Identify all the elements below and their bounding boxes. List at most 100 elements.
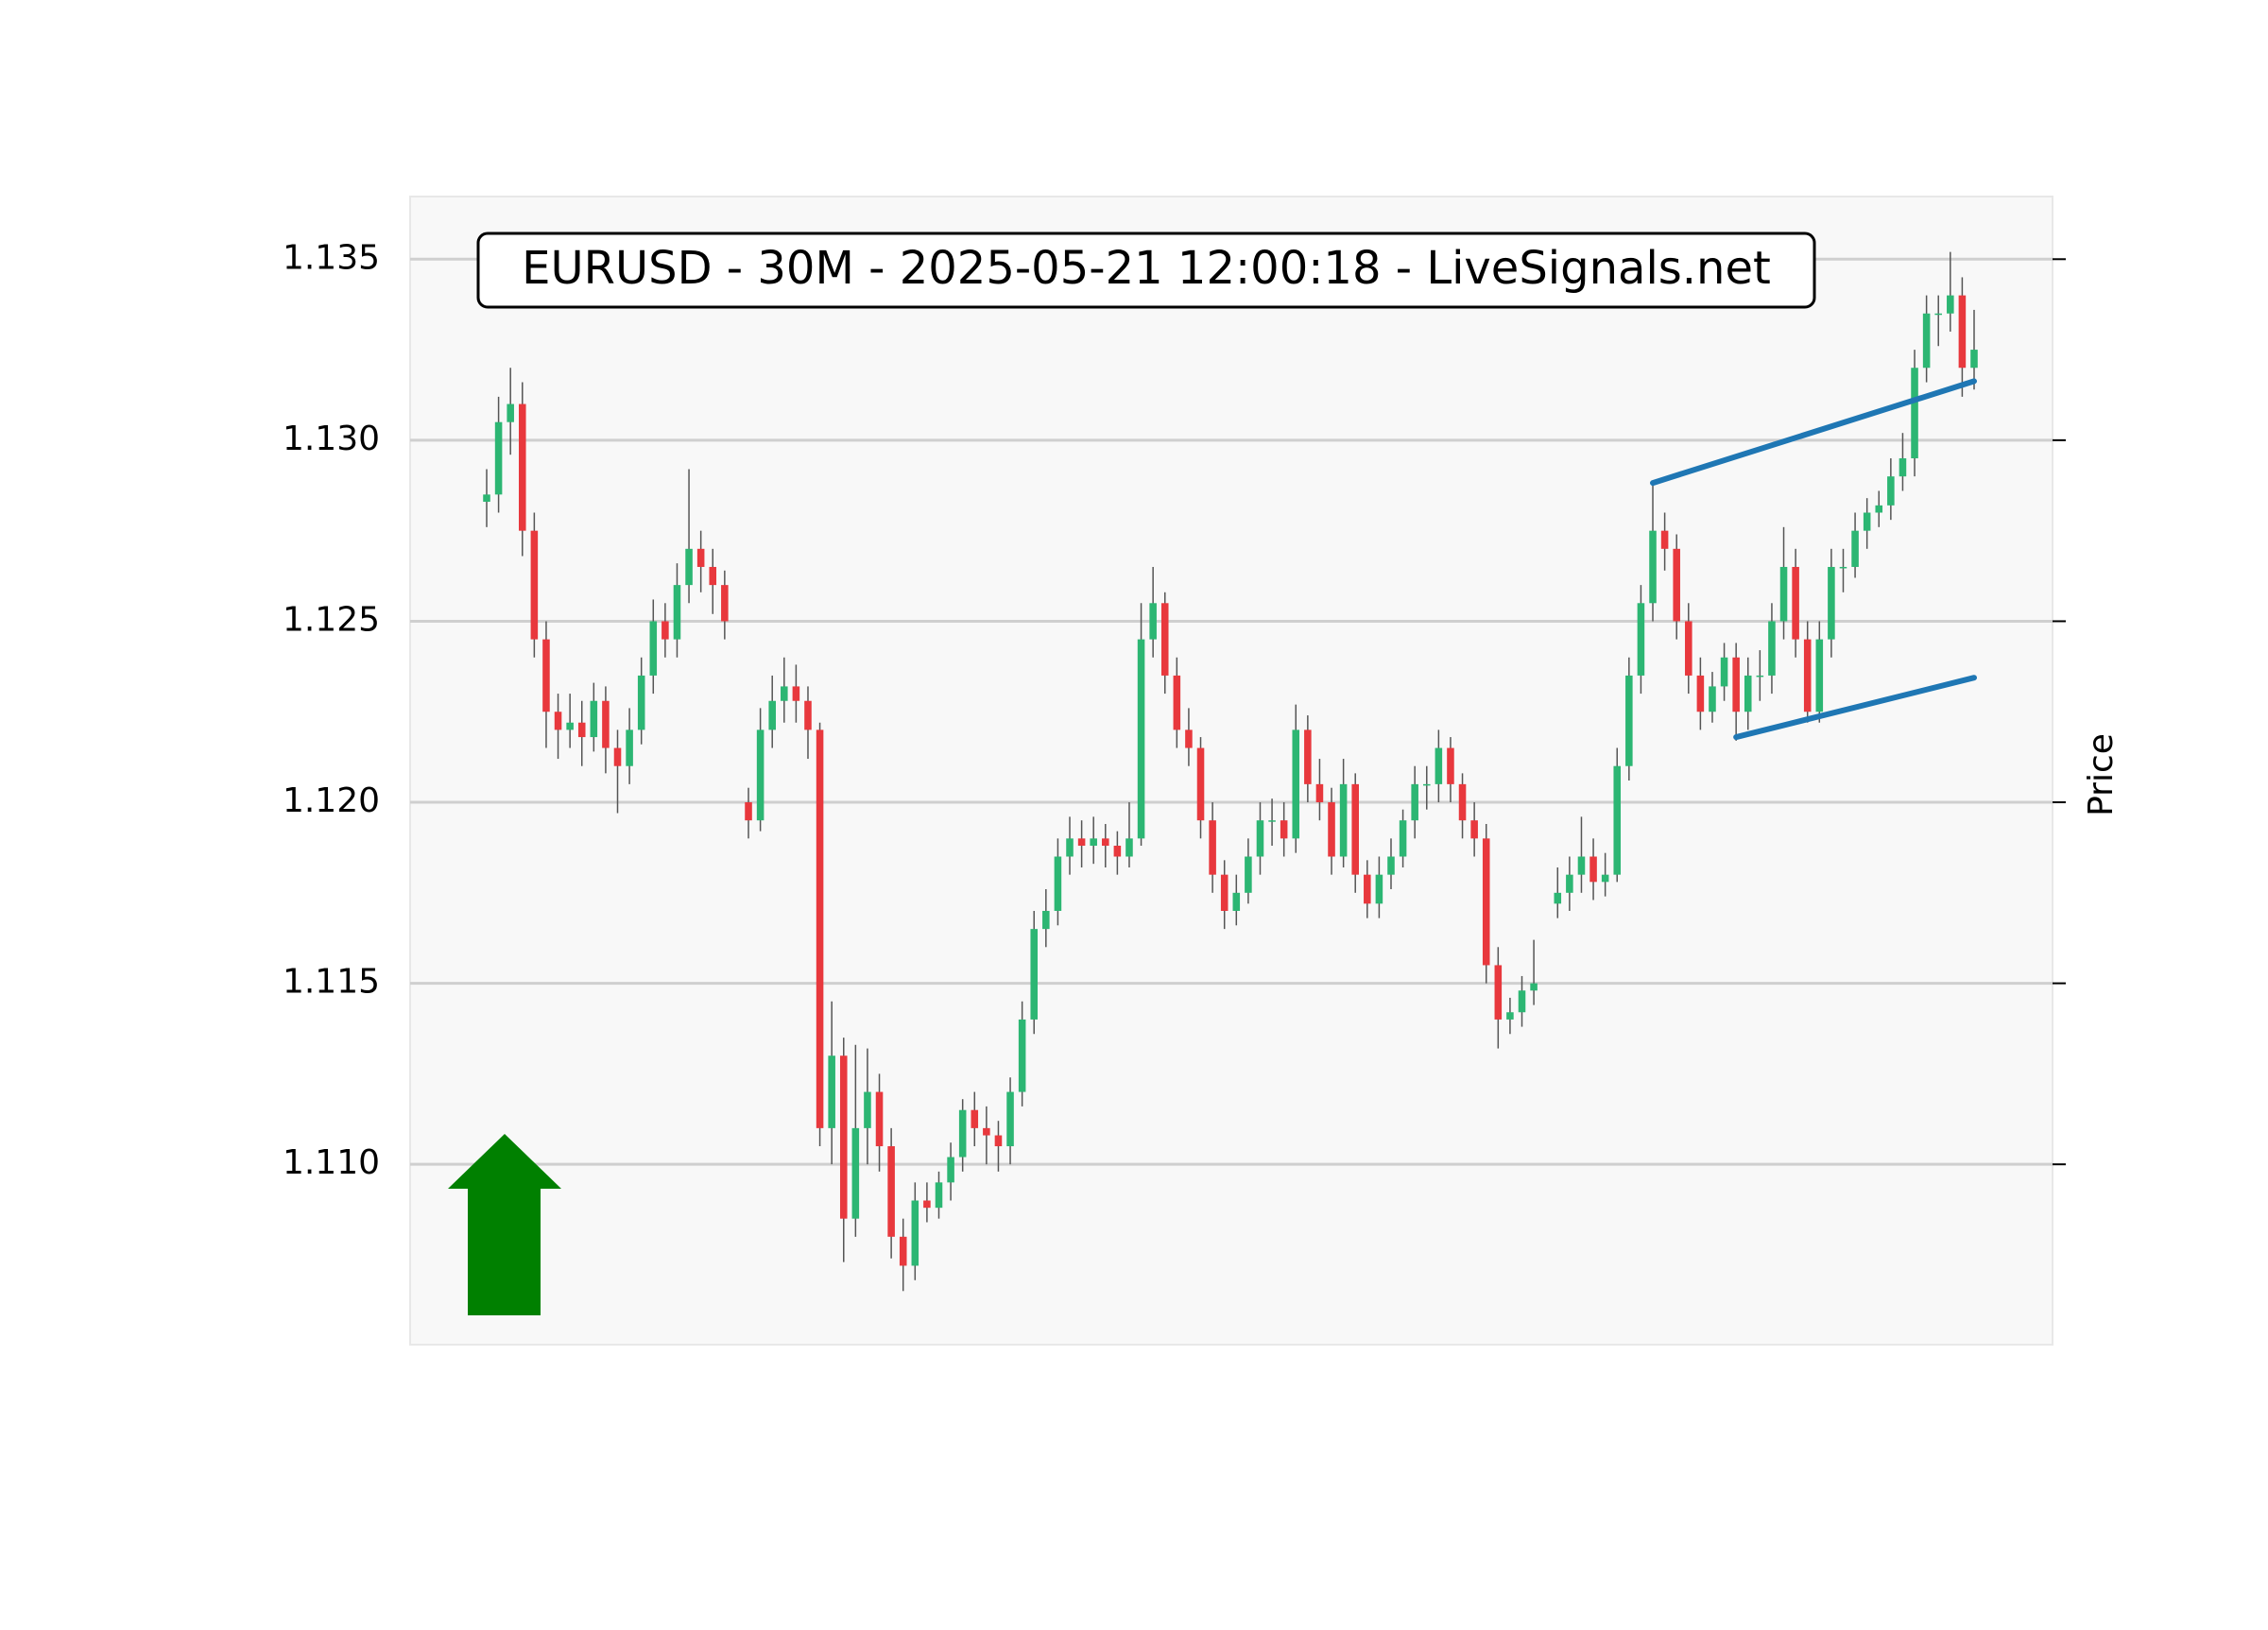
candle-body bbox=[1066, 838, 1074, 857]
candle-body bbox=[1947, 295, 1954, 314]
candle-body bbox=[1649, 530, 1657, 604]
candle-body bbox=[1458, 783, 1467, 821]
chart-title: EURUSD - 30M - 2025-05-21 12:00:18 - Liv… bbox=[522, 242, 1771, 295]
candle-body bbox=[507, 403, 514, 422]
candle-body bbox=[1280, 820, 1288, 839]
candle-body bbox=[649, 621, 658, 676]
candle-body bbox=[1256, 820, 1264, 857]
candle-body bbox=[1328, 802, 1335, 857]
candle-body bbox=[1899, 458, 1907, 477]
candle-body bbox=[685, 548, 693, 586]
candle-body bbox=[1364, 874, 1371, 904]
candle-body bbox=[518, 403, 526, 531]
candle-body bbox=[899, 1236, 907, 1266]
candle-body bbox=[923, 1200, 931, 1209]
candle-body bbox=[709, 566, 717, 586]
candle-body bbox=[768, 700, 776, 730]
candle-body bbox=[851, 1127, 860, 1219]
candle-body bbox=[1470, 820, 1478, 839]
candle-body bbox=[1351, 783, 1359, 875]
candle-body bbox=[1102, 838, 1109, 847]
candle-body bbox=[781, 686, 788, 701]
candle-body bbox=[828, 1055, 835, 1128]
candle-body bbox=[1315, 783, 1324, 803]
candle-body bbox=[1411, 783, 1418, 821]
candle-body bbox=[1090, 838, 1097, 847]
candle-body bbox=[1304, 729, 1312, 784]
candle-body bbox=[1566, 874, 1573, 893]
candle-body bbox=[1399, 820, 1407, 857]
candle-body bbox=[1387, 856, 1395, 875]
y-tick-label: 1.115 bbox=[283, 963, 380, 1002]
candle-body bbox=[602, 700, 610, 748]
candle-body bbox=[1554, 892, 1562, 904]
candle-body bbox=[1054, 856, 1062, 911]
candle-body bbox=[721, 585, 729, 622]
candle-body bbox=[1160, 603, 1169, 676]
candle-body bbox=[1685, 621, 1692, 676]
candle-body bbox=[1149, 603, 1157, 640]
candle-body bbox=[1292, 729, 1300, 839]
y-tick-label: 1.120 bbox=[283, 781, 380, 820]
candle-body bbox=[1934, 313, 1943, 316]
candle-body bbox=[1803, 639, 1812, 712]
candle-body bbox=[637, 675, 645, 730]
candle-body bbox=[1137, 639, 1145, 839]
candle-body bbox=[1958, 295, 1967, 369]
candle-body bbox=[662, 621, 669, 640]
candle-body bbox=[839, 1055, 848, 1219]
candle-body bbox=[1482, 838, 1490, 966]
candle-body bbox=[745, 802, 752, 821]
trendline bbox=[1733, 675, 1977, 741]
candle-body bbox=[1506, 1012, 1514, 1020]
candle-body bbox=[1709, 686, 1716, 712]
candle-body bbox=[1113, 846, 1122, 857]
candle-body bbox=[1815, 639, 1824, 712]
candle-body bbox=[1625, 675, 1633, 766]
candle-body bbox=[1196, 747, 1205, 821]
candle-body bbox=[1887, 476, 1895, 506]
candle-body bbox=[1018, 1019, 1026, 1092]
candle-body bbox=[1185, 729, 1193, 748]
candle-body bbox=[1589, 856, 1597, 883]
candle-body bbox=[483, 494, 490, 503]
candle-body bbox=[875, 1091, 884, 1147]
candle-body bbox=[1613, 765, 1622, 875]
y-tick-label: 1.135 bbox=[283, 238, 380, 277]
candle-body bbox=[1125, 838, 1133, 857]
candle-body bbox=[530, 530, 539, 640]
y-tick-label: 1.110 bbox=[283, 1143, 380, 1182]
candle-body bbox=[577, 722, 586, 738]
candle-body bbox=[1673, 548, 1680, 622]
candle-body bbox=[1839, 566, 1847, 569]
candle-body bbox=[613, 747, 622, 766]
candle-body bbox=[887, 1146, 895, 1237]
candle-body bbox=[935, 1182, 943, 1209]
candle-body bbox=[792, 686, 800, 701]
candle-body bbox=[1530, 983, 1538, 991]
candle-body bbox=[864, 1091, 871, 1128]
candle-body bbox=[1232, 892, 1241, 911]
candle-body bbox=[1601, 874, 1609, 883]
candle-body bbox=[1447, 747, 1454, 784]
candle-body bbox=[804, 700, 812, 730]
candle-body bbox=[1006, 1091, 1014, 1147]
candle-body bbox=[1042, 910, 1050, 930]
candle-body bbox=[566, 722, 574, 730]
y-axis-label: Price bbox=[2082, 733, 2121, 816]
candle-body bbox=[1245, 856, 1252, 893]
y-tick-label: 1.125 bbox=[283, 600, 380, 639]
candle-body bbox=[1494, 965, 1503, 1020]
signal-arrow bbox=[448, 1134, 561, 1315]
candle-body bbox=[1435, 747, 1443, 784]
candle-body bbox=[971, 1109, 979, 1128]
title-box bbox=[476, 232, 1816, 309]
trendline bbox=[1650, 378, 1977, 487]
candle-body bbox=[958, 1109, 967, 1158]
candle-body bbox=[983, 1127, 990, 1136]
candle-body bbox=[1173, 675, 1181, 730]
candle-body bbox=[673, 585, 681, 640]
candle-body bbox=[1268, 820, 1276, 822]
candle-body bbox=[1720, 657, 1728, 687]
